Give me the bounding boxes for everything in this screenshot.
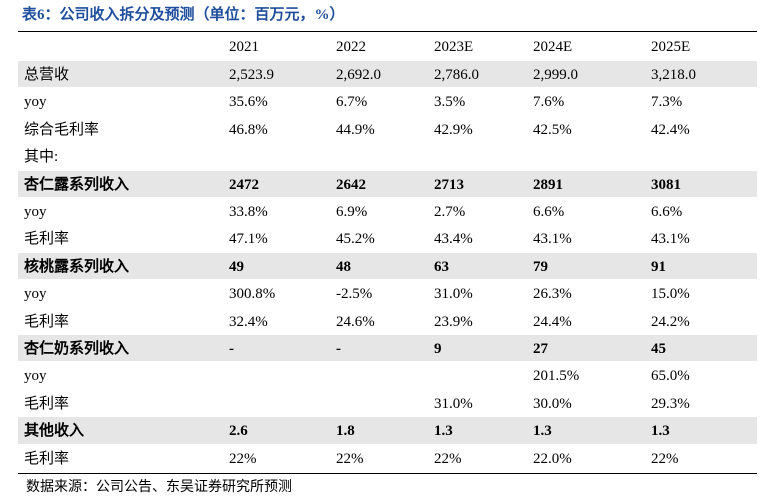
top-rule [18, 31, 757, 32]
cell: 43.1% [651, 231, 690, 248]
cell: 3081 [651, 176, 681, 193]
cell: 48 [336, 258, 351, 275]
cell: 31.0% [434, 286, 473, 303]
cell: 42.5% [533, 121, 572, 138]
cell: 24.6% [336, 313, 375, 330]
cell: 79 [533, 258, 548, 275]
column-header: 2021 [229, 39, 259, 55]
row-label: 综合毛利率 [24, 121, 100, 138]
cell: 9 [434, 341, 442, 357]
row-label: 杏仁露系列收入 [24, 176, 130, 193]
cell: 300.8% [229, 286, 276, 303]
cell: 46.8% [229, 121, 268, 138]
cell: 1.8 [336, 423, 355, 440]
cell: 2,786.0 [434, 67, 479, 83]
row-label: 其他收入 [24, 423, 85, 440]
cell: 29.3% [651, 395, 690, 412]
row-label: 杏仁奶系列收入 [24, 341, 130, 357]
row-label: 总营收 [24, 67, 70, 83]
cell: 32.4% [229, 313, 268, 330]
cell: 6.9% [336, 204, 368, 220]
cell: 24.4% [533, 313, 572, 330]
cell: 201.5% [533, 368, 580, 385]
cell: 2.7% [434, 204, 466, 220]
bottom-rule [18, 473, 757, 474]
cell: 22% [336, 450, 364, 467]
cell: -2.5% [336, 286, 373, 303]
cell: 22.0% [533, 450, 572, 467]
cell: 91 [651, 258, 666, 275]
cell: 1.3 [533, 423, 552, 440]
cell: 31.0% [434, 395, 473, 412]
cell: 27 [533, 341, 548, 357]
cell: 2,999.0 [533, 67, 578, 83]
row-label: yoy [24, 204, 47, 220]
row-label: yoy [24, 286, 47, 303]
row-shading [18, 335, 757, 362]
cell: 33.8% [229, 204, 268, 220]
row-label: 毛利率 [24, 450, 70, 467]
cell: 2472 [229, 176, 259, 193]
cell: 24.2% [651, 313, 690, 330]
cell: 2,523.9 [229, 67, 274, 83]
cell: 1.3 [434, 423, 453, 440]
cell: 35.6% [229, 94, 268, 111]
cell: 30.0% [533, 395, 572, 412]
cell: 6.7% [336, 94, 368, 111]
cell: 44.9% [336, 121, 375, 138]
cell: 42.4% [651, 121, 690, 138]
column-header: 2024E [533, 39, 573, 55]
row-label: 毛利率 [24, 313, 70, 330]
row-shading [18, 417, 757, 444]
cell: 63 [434, 258, 449, 275]
cell: 45.2% [336, 231, 375, 248]
cell: 7.3% [651, 94, 683, 111]
cell: 1.3 [651, 423, 670, 440]
cell: 26.3% [533, 286, 572, 303]
cell: 22% [651, 450, 679, 467]
cell: 7.6% [533, 94, 565, 111]
column-header: 2022 [336, 39, 366, 55]
row-label: 核桃露系列收入 [24, 258, 130, 275]
row-shading [18, 61, 757, 88]
cell: 47.1% [229, 231, 268, 248]
cell: 45 [651, 341, 666, 357]
row-label: yoy [24, 368, 47, 385]
cell: 42.9% [434, 121, 473, 138]
cell: 3.5% [434, 94, 466, 111]
cell: 23.9% [434, 313, 473, 330]
cell: 22% [229, 450, 257, 467]
cell: 2891 [533, 176, 563, 193]
column-header: 2023E [434, 39, 474, 55]
cell: 3,218.0 [651, 67, 696, 83]
cell: 2642 [336, 176, 366, 193]
row-shading [18, 252, 757, 280]
row-label: 其中: [24, 149, 59, 166]
cell: 6.6% [533, 204, 565, 220]
cell: 15.0% [651, 286, 690, 303]
table-title: 表6：公司收入拆分及预测（单位：百万元，%） [22, 7, 345, 23]
row-label: yoy [24, 94, 47, 111]
cell: 49 [229, 258, 244, 275]
row-shading [18, 170, 757, 197]
cell: 2,692.0 [336, 67, 381, 83]
cell: - [229, 341, 234, 357]
cell: 6.6% [651, 204, 683, 220]
cell: - [336, 341, 341, 357]
cell: 2.6 [229, 423, 248, 440]
cell: 43.1% [533, 231, 572, 248]
cell: 65.0% [651, 368, 690, 385]
row-label: 毛利率 [24, 231, 70, 248]
row-label: 毛利率 [24, 395, 70, 412]
column-header: 2025E [651, 39, 691, 55]
cell: 22% [434, 450, 462, 467]
cell: 43.4% [434, 231, 473, 248]
source-note: 数据来源：公司公告、东吴证券研究所预测 [26, 480, 292, 495]
cell: 2713 [434, 176, 464, 193]
